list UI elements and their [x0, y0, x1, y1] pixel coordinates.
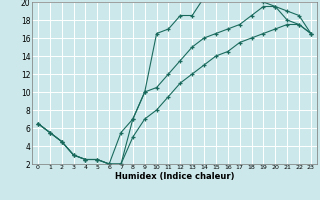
X-axis label: Humidex (Indice chaleur): Humidex (Indice chaleur): [115, 172, 234, 181]
